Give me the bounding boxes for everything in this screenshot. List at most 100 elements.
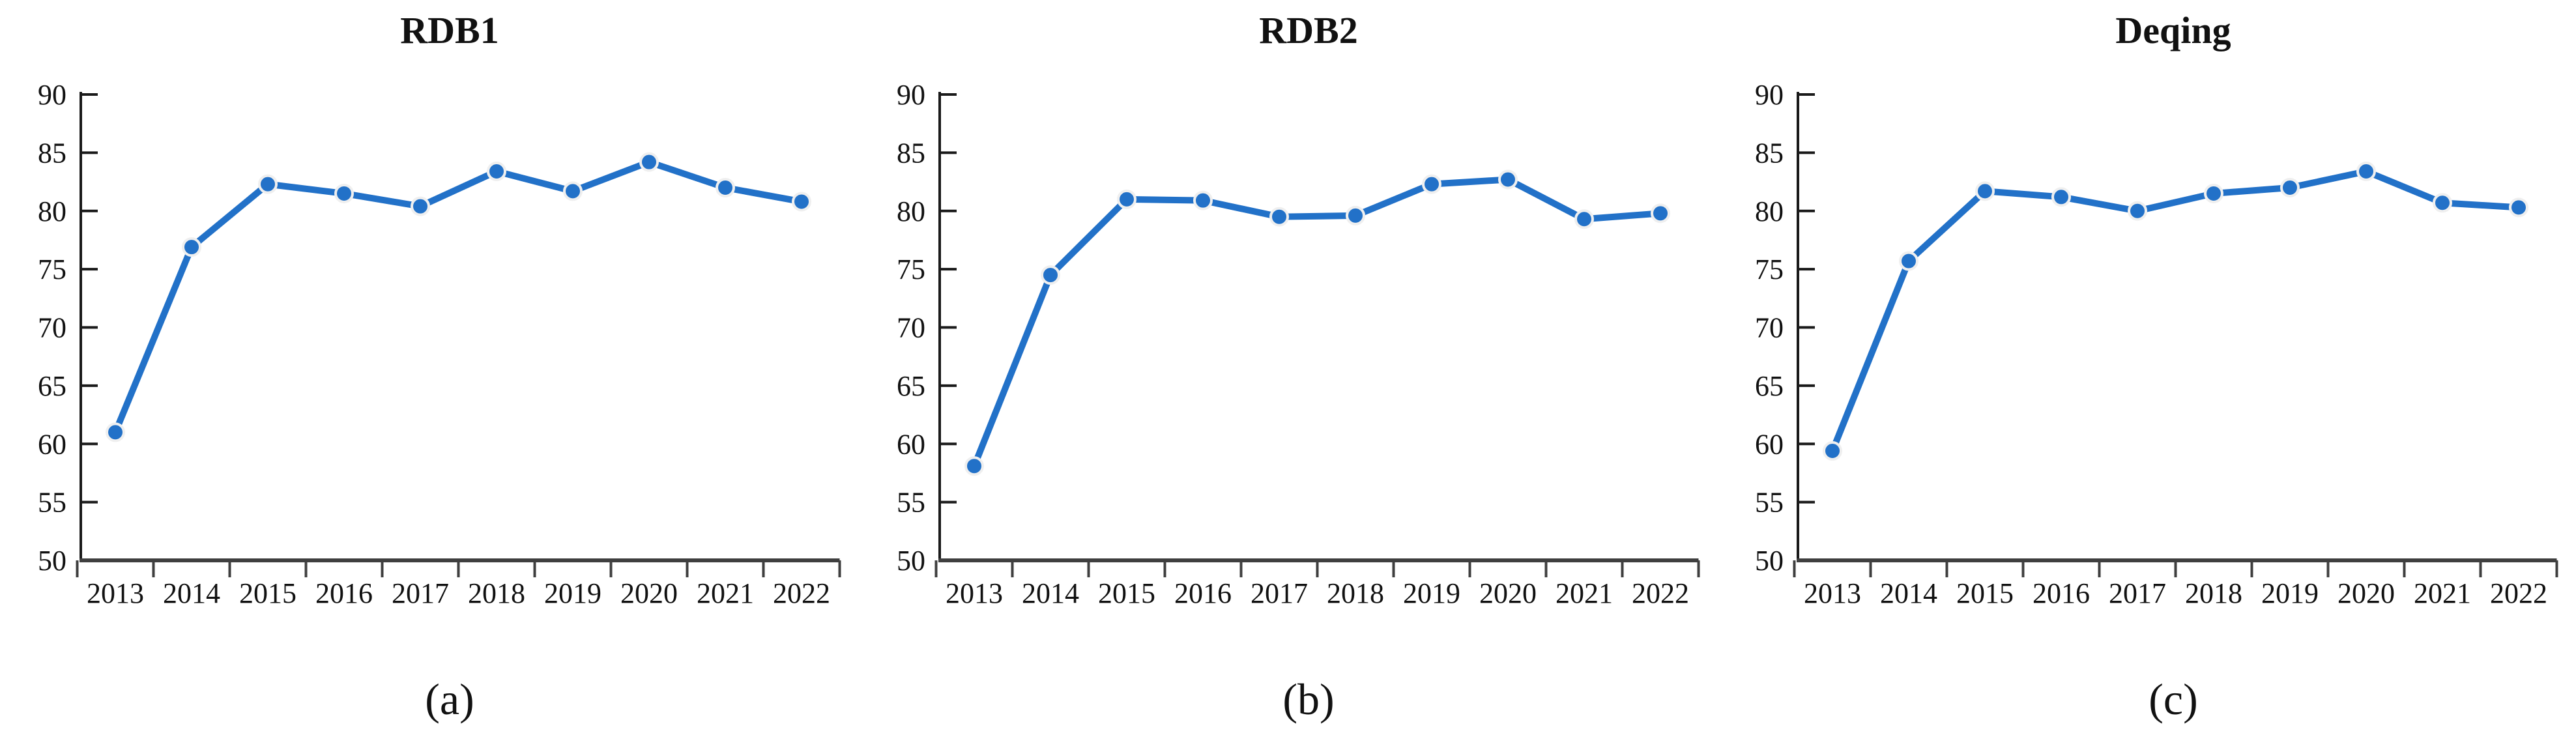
y-tick-label: 55 — [1755, 487, 1784, 519]
chart-title: RDB1 — [400, 9, 499, 51]
y-tick-label: 75 — [897, 253, 925, 285]
y-tick-label: 75 — [1755, 253, 1784, 285]
y-tick-label: 60 — [1755, 428, 1784, 460]
y-tick-label: 70 — [38, 312, 66, 344]
data-point — [2356, 161, 2376, 181]
x-category-label: 2015 — [1098, 577, 1155, 609]
data-point — [2509, 197, 2528, 218]
data-point — [258, 174, 278, 194]
y-tick-label: 50 — [38, 545, 66, 577]
x-category-label: 2021 — [697, 577, 754, 609]
x-category-label: 2022 — [1632, 577, 1689, 609]
series-line — [112, 158, 805, 436]
panel-caption: (b) — [1282, 674, 1334, 724]
y-tick-label: 60 — [897, 428, 925, 460]
y-tick-label: 70 — [1755, 312, 1784, 344]
series-group — [1823, 161, 2528, 461]
data-point — [334, 183, 354, 203]
data-point — [1651, 203, 1670, 223]
x-category-label: 2019 — [2261, 577, 2319, 609]
data-point — [2204, 183, 2223, 203]
data-point — [411, 196, 430, 216]
chart-title: RDB2 — [1259, 9, 1357, 51]
chart-panel-rdb2: RDB2 50 55 60 65 70 75 80 85 90 2013 2014 2015 2016 2… — [859, 0, 1718, 735]
series-line — [1829, 167, 2522, 454]
x-category-label: 2017 — [1251, 577, 1308, 609]
y-tick-label: 80 — [897, 195, 925, 227]
series-line — [971, 176, 1664, 470]
x-category-label: 2022 — [773, 577, 830, 609]
y-tick-label: 85 — [38, 137, 66, 169]
series-group — [964, 169, 1670, 476]
y-tick-label: 75 — [38, 253, 66, 285]
data-point — [1193, 190, 1213, 210]
y-tick-label: 70 — [897, 312, 925, 344]
data-point — [1574, 209, 1594, 229]
y-tick-label: 90 — [897, 79, 925, 111]
x-category-label: 2015 — [1956, 577, 2014, 609]
y-tick-label: 65 — [1755, 370, 1784, 402]
data-point — [106, 422, 125, 442]
y-tick-label: 50 — [1755, 545, 1784, 577]
x-category-label: 2014 — [163, 577, 220, 609]
line-chart-deqing: Deqing 50 55 60 65 70 75 80 85 90 2013 2014 2015 201… — [1755, 9, 2558, 724]
data-point — [2280, 178, 2300, 197]
data-point — [2128, 201, 2147, 221]
data-point — [1117, 189, 1136, 209]
data-point — [1899, 251, 1918, 271]
data-point — [1269, 207, 1289, 227]
data-point — [1346, 205, 1365, 225]
x-category-label: 2019 — [544, 577, 601, 609]
x-category-label: 2016 — [315, 577, 373, 609]
data-point — [1975, 181, 1995, 201]
x-category-label: 2016 — [1174, 577, 1232, 609]
y-tick-label: 55 — [38, 487, 66, 519]
data-point — [182, 237, 201, 257]
chart-panel-rdb1: RDB1 50 55 60 65 70 75 80 85 90 2013 2014 2015 2016 2… — [0, 0, 859, 735]
x-category-label: 2014 — [1880, 577, 1937, 609]
data-point — [716, 178, 735, 197]
y-tick-label: 80 — [38, 195, 66, 227]
y-tick-label: 80 — [1755, 195, 1784, 227]
x-category-label: 2013 — [946, 577, 1003, 609]
panel-caption: (a) — [425, 674, 474, 724]
x-category-label: 2017 — [2109, 577, 2166, 609]
data-point — [639, 152, 659, 172]
x-category-label: 2021 — [1556, 577, 1613, 609]
chart-title: Deqing — [2115, 9, 2231, 51]
chart-panel-deqing: Deqing 50 55 60 65 70 75 80 85 90 2013 2014 2015 201… — [1717, 0, 2576, 735]
data-point — [964, 456, 984, 476]
x-category-label: 2015 — [239, 577, 297, 609]
y-tick-label: 65 — [897, 370, 925, 402]
x-category-label: 2020 — [2337, 577, 2395, 609]
axes-group: 50 55 60 65 70 75 80 85 90 2013 2014 2015 2016 2017 20… — [1755, 79, 2558, 609]
x-category-label: 2013 — [87, 577, 144, 609]
line-chart-rdb1: RDB1 50 55 60 65 70 75 80 85 90 2013 2014 2015 2016 2… — [38, 9, 841, 724]
series-group — [106, 152, 811, 442]
data-point — [1823, 440, 1842, 461]
x-category-label: 2017 — [392, 577, 449, 609]
data-point — [487, 161, 506, 181]
x-category-label: 2020 — [620, 577, 678, 609]
y-tick-label: 60 — [38, 428, 66, 460]
data-point — [1041, 265, 1060, 285]
panel-caption: (c) — [2149, 674, 2197, 724]
data-point — [792, 192, 811, 212]
data-point — [1498, 169, 1518, 190]
x-category-label: 2013 — [1804, 577, 1861, 609]
data-point — [2051, 187, 2071, 207]
x-category-label: 2022 — [2490, 577, 2547, 609]
axes-group: 50 55 60 65 70 75 80 85 90 2013 2014 2015 2016 2017 20… — [897, 79, 1700, 609]
x-category-label: 2021 — [2414, 577, 2471, 609]
y-tick-label: 85 — [1755, 137, 1784, 169]
y-tick-label: 55 — [897, 487, 925, 519]
y-tick-label: 65 — [38, 370, 66, 402]
line-chart-rdb2: RDB2 50 55 60 65 70 75 80 85 90 2013 2014 2015 2016 2… — [897, 9, 1700, 724]
axes-group: 50 55 60 65 70 75 80 85 90 2013 2014 2015 2016 2017 20… — [38, 79, 841, 609]
data-point — [1422, 174, 1441, 194]
y-tick-label: 90 — [1755, 79, 1784, 111]
x-category-label: 2018 — [468, 577, 525, 609]
y-tick-label: 85 — [897, 137, 925, 169]
x-category-label: 2020 — [1479, 577, 1537, 609]
